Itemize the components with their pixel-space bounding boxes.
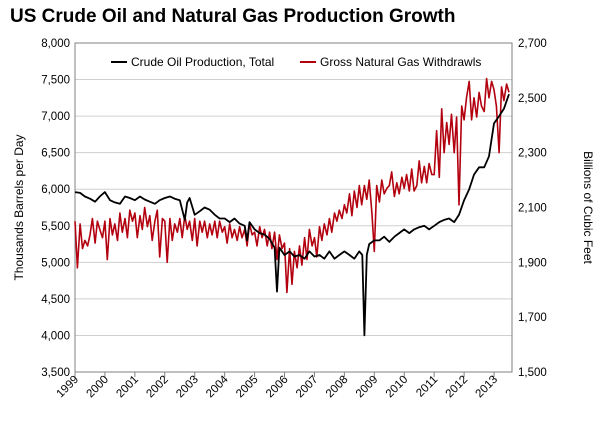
x-tick-label: 2003 (174, 374, 201, 401)
y-tick-label: 7,000 (41, 111, 70, 123)
x-tick-label: 2000 (84, 374, 111, 401)
y2-tick-label: 1,500 (518, 367, 547, 379)
x-tick-label: 2007 (294, 374, 321, 401)
y-tick-label: 7,500 (41, 75, 70, 87)
y-axis-label: Thousands Barrels per Day (12, 134, 26, 280)
x-tick-label: 2009 (354, 374, 381, 401)
crude-oil-series-line (74, 93, 510, 337)
x-tick-label: 2008 (324, 374, 351, 401)
x-tick-label: 2010 (384, 374, 411, 401)
legend-label: Gross Natural Gas Withdrawls (320, 55, 481, 69)
y-tick-label: 5,000 (41, 257, 70, 269)
x-tick-label: 2011 (414, 374, 440, 400)
natural-gas-series-line (74, 77, 510, 294)
y2-tick-label: 1,700 (518, 312, 547, 324)
x-tick-label: 2004 (204, 373, 231, 400)
x-tick-label: 2012 (444, 374, 471, 401)
y-tick-label: 4,000 (41, 330, 70, 342)
y2-tick-label: 2,100 (518, 203, 547, 215)
y-tick-label: 6,500 (41, 148, 70, 160)
y-tick-label: 3,500 (41, 367, 70, 379)
chart-title: US Crude Oil and Natural Gas Production … (10, 6, 456, 27)
y2-tick-label: 2,300 (518, 148, 547, 160)
x-tick-label: 2002 (144, 374, 171, 401)
y2-tick-label: 2,700 (518, 38, 547, 50)
x-tick-label: 2001 (114, 374, 141, 401)
legend-label: Crude Oil Production, Total (131, 55, 274, 69)
y2-tick-label: 2,500 (518, 93, 547, 105)
x-tick-label: 2013 (474, 374, 501, 401)
x-tick-label: 2006 (264, 374, 291, 401)
y-tick-label: 5,500 (41, 221, 70, 233)
y-tick-label: 6,000 (41, 184, 70, 196)
y2-axis-label: Billions of Cubic Feet (581, 151, 595, 264)
y-tick-label: 4,500 (41, 294, 70, 306)
x-tick-label: 2005 (234, 374, 261, 401)
y-tick-label: 8,000 (41, 38, 70, 50)
y2-tick-label: 1,900 (518, 257, 547, 269)
plot-frame (74, 42, 513, 373)
